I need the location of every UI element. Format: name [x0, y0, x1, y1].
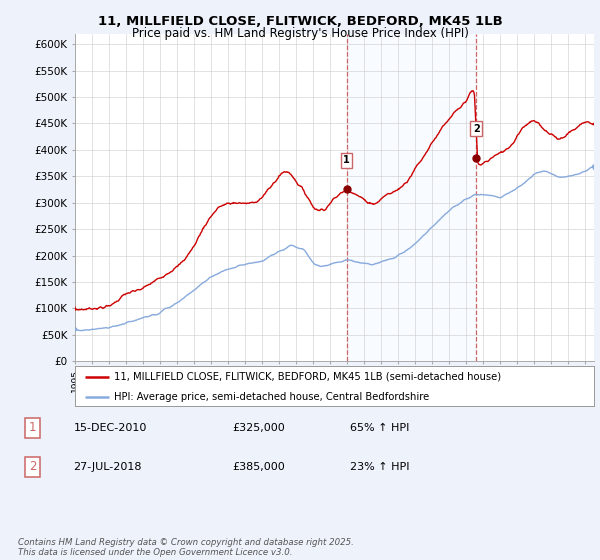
Text: £325,000: £325,000 — [232, 423, 285, 433]
Text: 65% ↑ HPI: 65% ↑ HPI — [350, 423, 409, 433]
Text: 11, MILLFIELD CLOSE, FLITWICK, BEDFORD, MK45 1LB (semi-detached house): 11, MILLFIELD CLOSE, FLITWICK, BEDFORD, … — [114, 372, 501, 381]
Text: 1: 1 — [343, 156, 350, 165]
Text: £385,000: £385,000 — [232, 462, 285, 472]
Bar — [347, 34, 476, 361]
Text: 11, MILLFIELD CLOSE, FLITWICK, BEDFORD, MK45 1LB: 11, MILLFIELD CLOSE, FLITWICK, BEDFORD, … — [98, 15, 502, 27]
Text: 15-DEC-2010: 15-DEC-2010 — [74, 423, 147, 433]
Text: 1: 1 — [29, 421, 36, 435]
Text: 2: 2 — [473, 124, 479, 134]
Text: Contains HM Land Registry data © Crown copyright and database right 2025.
This d: Contains HM Land Registry data © Crown c… — [18, 538, 354, 557]
Text: Price paid vs. HM Land Registry's House Price Index (HPI): Price paid vs. HM Land Registry's House … — [131, 27, 469, 40]
Text: 23% ↑ HPI: 23% ↑ HPI — [350, 462, 409, 472]
Text: 2: 2 — [29, 460, 36, 473]
Text: HPI: Average price, semi-detached house, Central Bedfordshire: HPI: Average price, semi-detached house,… — [114, 392, 429, 402]
Text: 27-JUL-2018: 27-JUL-2018 — [74, 462, 142, 472]
